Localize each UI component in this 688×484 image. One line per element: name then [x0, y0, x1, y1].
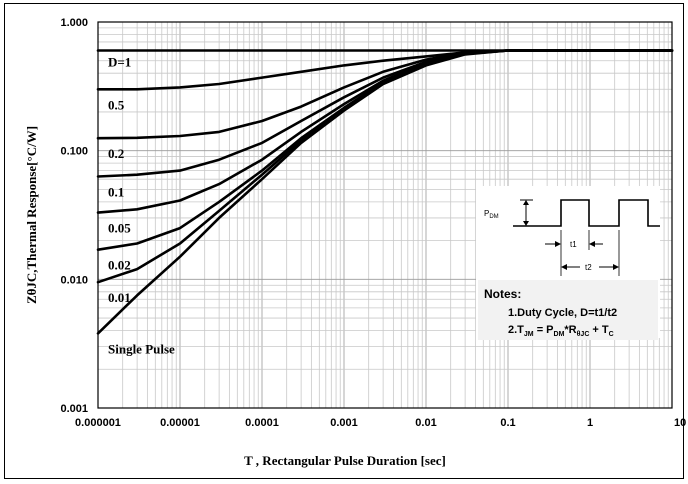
pdm-arrow-down-icon	[523, 221, 529, 226]
series-label: 0.5	[108, 97, 125, 112]
series-label: 0.05	[108, 221, 131, 236]
series-label: 0.2	[108, 146, 124, 161]
y-tick-label: 0.010	[60, 274, 88, 286]
notes-box	[478, 280, 658, 340]
series-label: D=1	[108, 55, 131, 70]
x-tick-label: 0.00001	[160, 417, 200, 429]
chart-frame	[4, 3, 684, 479]
grid	[98, 22, 672, 408]
series-label: Single Pulse	[108, 341, 175, 356]
y-tick-label: 0.001	[60, 403, 88, 415]
x-tick-label: 0.01	[415, 417, 436, 429]
t2-label: t2	[585, 263, 592, 272]
note-junction-temp: 2.TJM = PDM*RθJC + TC	[508, 324, 614, 338]
duty-cycle-inset: PDM t1 t2 Notes: 1.Duty Cycle, D=t1/t2 2…	[476, 186, 660, 340]
note-duty-cycle: 1.Duty Cycle, D=t1/t2	[508, 307, 617, 319]
series-label: 0.1	[108, 184, 124, 199]
x-tick-label: 0.001	[330, 417, 358, 429]
y-tick-label: 1.000	[60, 17, 88, 29]
series-label: 0.02	[108, 258, 131, 273]
y-tick-label: 0.100	[60, 146, 88, 158]
t1-label: t1	[570, 240, 577, 249]
pulse-waveform	[513, 199, 660, 227]
series-line-single-pulse	[96, 49, 674, 335]
pdm-arrow-up-icon	[523, 200, 529, 205]
series-group	[96, 49, 674, 335]
x-tick-label: 0.000001	[75, 417, 121, 429]
x-tick-label: 0.0001	[245, 417, 279, 429]
x-tick-label: 1	[587, 417, 593, 429]
t2-left-arrowhead-icon	[561, 264, 567, 270]
plot-area-border	[97, 21, 673, 409]
tick-labels: 0.000001 0.00001 0.0001 0.001 0.01 0.1 1 10 1.00…	[60, 17, 686, 429]
x-axis-title: T , Rectangular Pulse Duration [sec]	[244, 453, 446, 468]
series-labels: D=1 0.5 0.2 0.1 0.05 0.02 0.01 Single Pulse	[108, 55, 175, 357]
t1-left-arrowhead-icon	[555, 241, 561, 247]
t2-right-arrowhead-icon	[613, 264, 619, 270]
y-axis-title: ZθJC,Thermal Response[°C/W]	[24, 126, 39, 304]
series-label: 0.01	[108, 290, 131, 305]
t1-right-arrowhead-icon	[589, 241, 595, 247]
x-tick-label: 10	[674, 417, 686, 429]
notes-title: Notes:	[484, 287, 521, 301]
pdm-label: PDM	[484, 209, 499, 220]
x-tick-label: 0.1	[500, 417, 515, 429]
